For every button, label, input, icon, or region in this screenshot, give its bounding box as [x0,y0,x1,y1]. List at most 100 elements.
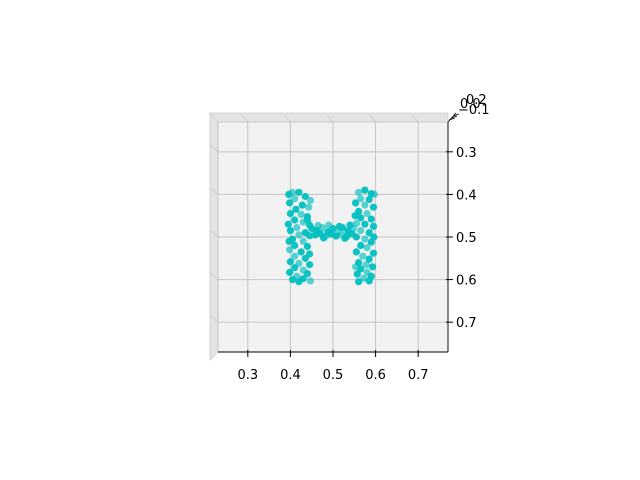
scatter-point [363,244,371,252]
scatter-point [303,270,311,278]
scatter-point [314,221,322,230]
scatter-point [291,241,299,250]
scatter-point [369,222,378,230]
scatter-point [286,227,294,235]
scatter-point [291,264,299,272]
scatter-point [363,210,371,218]
pane-edge-line [209,187,219,195]
y-axis: 0.3 0.4 0.5 0.6 0.7 [446,122,477,352]
z-tick-label: 0.2 [466,93,487,108]
scatter-point [369,249,378,257]
scatter-point [286,258,294,266]
scatter-point [367,215,375,223]
scatter-point [297,248,305,256]
x-tick-label: 0.5 [323,368,344,383]
z-axis: 0.20.0−0.1 [447,93,490,123]
scatter-point [306,232,314,240]
scatter-point [288,276,297,284]
scatter-point [365,277,373,285]
y-tick-label: 0.5 [456,231,477,246]
pane-edge-line [209,314,219,323]
scatter-point [359,252,367,260]
z-tick-label: 0.0 [460,97,481,112]
y-tick-label: 0.3 [456,146,477,161]
scatter-point [298,201,306,209]
scatter-point [297,210,305,218]
x-tick-label: 0.7 [408,368,429,383]
scatter-point [293,224,301,232]
scatter-points [284,186,378,286]
scatter-point [360,274,368,282]
scatter-point [365,195,373,204]
scatter-point [325,221,333,229]
pane-edge-line [209,144,219,153]
scatter-point [352,199,360,207]
pane-edge-lines [209,113,448,359]
scatter-point [357,241,365,250]
scatter-point [305,203,313,211]
scatter-point [369,263,377,271]
scatter-point [306,196,314,204]
scatter-point [295,278,303,286]
scatter-point [299,237,307,245]
scatter-point [348,230,356,238]
scatter-point [353,270,361,278]
y-tick-label: 0.6 [456,274,477,289]
scatter-point [286,210,294,218]
scatter-point [351,212,359,220]
scatter-point [357,227,365,235]
scatter-point [291,195,299,203]
scatter-point [365,229,373,237]
pane-edge-line [209,272,219,280]
scatter-point [352,263,360,271]
x-tick-label: 0.4 [280,368,301,383]
scatter-point [335,222,343,230]
scatter-point [369,203,378,211]
scatter-point [306,277,314,285]
scatter-point [355,188,363,196]
scatter-point [291,216,299,224]
scatter-point [355,278,363,286]
scatter-point [286,268,294,276]
y-tick-label: 0.4 [456,188,477,203]
scatter-point [361,186,369,194]
scatter-point [361,235,369,243]
x-axis: 0.3 0.4 0.5 0.6 0.7 [218,350,448,383]
scatter-point [284,220,292,228]
scatter-point [286,246,294,254]
z-tick-label: −0.1 [458,103,490,118]
scatter-point [285,237,293,245]
scatter-point [295,231,303,239]
scatter-point [291,252,299,260]
scatter-point [301,254,309,262]
scatter-point [357,195,365,203]
scatter-point [361,220,369,228]
scatter-point [306,261,314,269]
scatter-point [320,234,328,242]
x-tick-label: 0.3 [237,368,258,383]
scatter-point [352,248,360,256]
scatter-point [341,234,349,242]
z-tick-mark [452,113,460,117]
pane-edge-line [209,229,219,238]
scatter-point [361,201,369,209]
x-tick-label: 0.6 [365,368,386,383]
y-tick-label: 0.7 [456,316,477,331]
scatter-point [292,205,300,213]
z-tick-mark [450,115,458,119]
scatter-point [357,214,365,222]
scatter-point [346,221,354,229]
scatter-point [370,233,378,241]
scatter-point [303,242,311,250]
scatter-point [365,255,373,263]
scatter-point [362,261,370,269]
scatter-point [285,190,293,198]
scatter-point [370,190,378,198]
scatter-point [332,232,340,240]
scatter-point [295,188,303,196]
scatter-point [286,199,294,207]
scatter-point [303,216,311,224]
z-tick-mark [448,117,456,121]
scatter-point [301,192,309,201]
